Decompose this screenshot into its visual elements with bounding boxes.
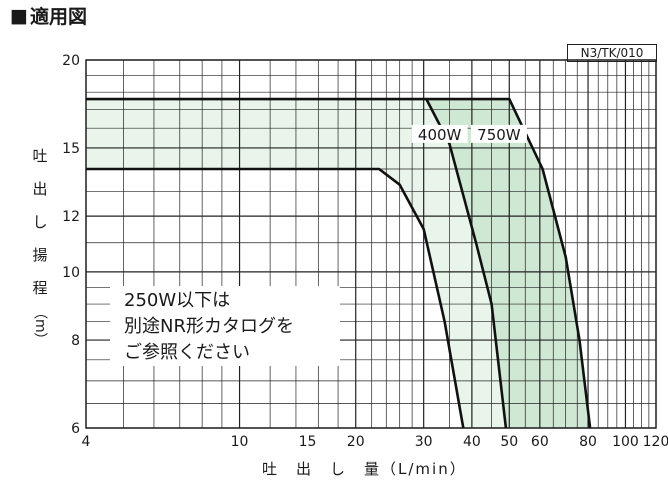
annotation-400W: 400W <box>418 126 462 144</box>
series-line-1 <box>86 97 508 429</box>
coverage-regions <box>86 99 591 428</box>
x-tick-40: 40 <box>463 434 481 450</box>
x-tick-15: 15 <box>299 434 317 450</box>
x-tick-60: 60 <box>531 434 549 450</box>
chart-heading: ■ 適用図 <box>10 2 87 29</box>
plot-frame <box>85 59 657 429</box>
ylabel-char-1: 吐 <box>32 147 48 165</box>
note-line-2: 別途NR形カタログを <box>124 316 294 337</box>
x-tick-4: 4 <box>82 434 91 450</box>
x-tick-10: 10 <box>231 434 249 450</box>
note-box: 250W以下は 別途NR形カタログを ご参照ください <box>110 286 340 366</box>
y-tick-12: 12 <box>62 209 80 225</box>
curve-annotations: 400W 750W <box>411 124 527 144</box>
annotation-bg-0 <box>411 124 468 143</box>
x-tick-30: 30 <box>415 434 433 450</box>
y-tick-15: 15 <box>62 141 80 157</box>
y-tick-20: 20 <box>62 53 80 69</box>
x-tick-80: 80 <box>579 434 597 450</box>
x-tick-100: 100 <box>612 434 639 450</box>
ylabel-unit: （m） <box>32 305 48 347</box>
grid-lines <box>85 59 657 429</box>
series-line-2 <box>426 97 592 429</box>
ylabel-char-3: し <box>32 213 48 231</box>
y-axis-label: 吐 出 し 揚 程 （m） <box>30 140 50 347</box>
ylabel-char-4: 揚 <box>32 246 48 264</box>
y-tick-10: 10 <box>62 265 80 281</box>
annotation-bg-1 <box>470 124 527 143</box>
region-750w <box>426 99 591 428</box>
series-lines <box>86 97 592 429</box>
annotation-750W: 750W <box>477 126 521 144</box>
note-line-3: ご参照ください <box>124 342 250 363</box>
series-line-0 <box>86 167 465 429</box>
x-tick-120: 120 <box>643 434 668 450</box>
heading-square-icon: ■ <box>10 4 28 27</box>
figure-code: N3/TK/010 <box>567 44 657 62</box>
tick-labels: 4 10 15 20 30 40 50 60 80 100 120 6 8 10 12 15 20 <box>62 53 668 450</box>
y-tick-8: 8 <box>71 333 80 349</box>
x-tick-20: 20 <box>347 434 365 450</box>
region-400w <box>86 99 506 428</box>
x-axis-label: 吐 出 し 量（L/min） <box>262 460 467 478</box>
heading-text: 適用図 <box>29 6 87 28</box>
x-tick-50: 50 <box>500 434 518 450</box>
ylabel-char-2: 出 <box>32 180 48 198</box>
note-line-1: 250W以下は <box>124 290 231 311</box>
ylabel-char-5: 程 <box>32 279 48 297</box>
y-tick-6: 6 <box>71 421 80 437</box>
